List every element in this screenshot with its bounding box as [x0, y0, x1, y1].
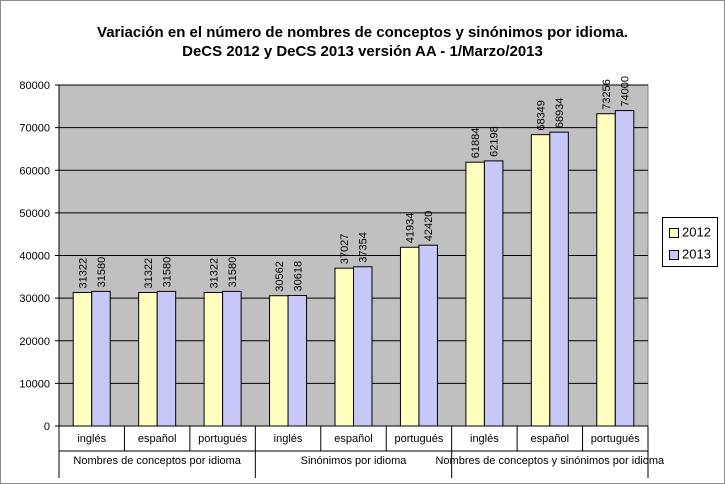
- data-label-2012: 31322: [77, 258, 89, 289]
- y-tick-label: 50000: [19, 208, 50, 220]
- bar-2013: [287, 294, 308, 427]
- data-label-2012: 73256: [601, 79, 613, 110]
- data-label-2013: 37354: [358, 232, 370, 263]
- data-label-2012: 68349: [536, 100, 548, 131]
- category-label: inglés: [470, 433, 499, 445]
- chart-title-line-1: Variación en el número de nombres de con…: [97, 24, 628, 41]
- y-tick-label: 40000: [19, 251, 50, 263]
- group-label: Nombres de conceptos por idioma: [73, 455, 241, 467]
- bar-2013: [222, 290, 242, 427]
- y-tick-label: 30000: [19, 293, 50, 305]
- legend: 2012 2013: [662, 217, 718, 267]
- data-label-2013: 68934: [554, 98, 566, 129]
- category-label: portugués: [198, 433, 247, 445]
- bar-2012: [138, 291, 158, 427]
- data-label-2013: 62198: [489, 126, 501, 157]
- legend-item-2012: 2012: [669, 225, 711, 239]
- bar-2013: [353, 266, 373, 427]
- legend-item-2013: 2013: [669, 247, 711, 261]
- bar-2013: [156, 290, 177, 427]
- category-label: español: [531, 433, 570, 445]
- data-label-2013: 30618: [292, 261, 304, 292]
- category-label: español: [334, 433, 373, 445]
- legend-label-2013: 2013: [682, 246, 711, 262]
- data-label-2013: 74000: [620, 76, 632, 107]
- group-label: Nombres de conceptos y sinónimos por idi…: [435, 455, 665, 467]
- bar-2013: [614, 110, 635, 427]
- group-label: Sinónimos por idioma: [301, 455, 408, 467]
- data-label-2012: 37027: [339, 234, 351, 265]
- data-label-2012: 61884: [470, 128, 482, 159]
- chart-title-line-2: DeCS 2012 y DeCS 2013 versión AA - 1/Mar…: [182, 43, 543, 60]
- data-label-2013: 31580: [227, 257, 239, 288]
- y-tick-label: 0: [44, 421, 50, 433]
- bar-2013: [483, 160, 504, 427]
- data-label-2012: 31322: [143, 258, 155, 289]
- y-tick-label: 20000: [19, 336, 50, 348]
- bar-2012: [334, 267, 354, 427]
- legend-swatch-2012: [669, 227, 679, 238]
- data-label-2012: 30562: [274, 261, 286, 292]
- bar-2012: [465, 161, 485, 427]
- y-tick-label: 10000: [19, 378, 50, 390]
- bar-2012: [269, 295, 289, 427]
- y-tick-label: 80000: [19, 80, 50, 92]
- bar-2012: [203, 291, 224, 427]
- legend-label-2012: 2012: [682, 224, 711, 240]
- category-label: español: [138, 433, 177, 445]
- category-label: inglés: [274, 433, 303, 445]
- bar-2012: [596, 113, 616, 427]
- data-label-2012: 31322: [208, 258, 220, 289]
- bar-2012: [72, 291, 93, 427]
- bar-2013: [418, 244, 438, 427]
- category-label: portugués: [591, 433, 640, 445]
- data-label-2013: 42420: [423, 211, 435, 242]
- y-tick-label: 70000: [19, 123, 50, 135]
- data-label-2013: 31580: [96, 257, 108, 288]
- category-label: inglés: [77, 433, 106, 445]
- data-label-2013: 31580: [161, 257, 173, 288]
- legend-swatch-2013: [669, 249, 679, 260]
- bar-2013: [549, 131, 569, 427]
- bar-2012: [530, 134, 551, 427]
- bar-2013: [91, 290, 111, 427]
- data-label-2012: 41934: [405, 213, 417, 244]
- y-tick-label: 60000: [19, 165, 50, 177]
- bar-2012: [399, 246, 420, 427]
- category-label: portugués: [394, 433, 443, 445]
